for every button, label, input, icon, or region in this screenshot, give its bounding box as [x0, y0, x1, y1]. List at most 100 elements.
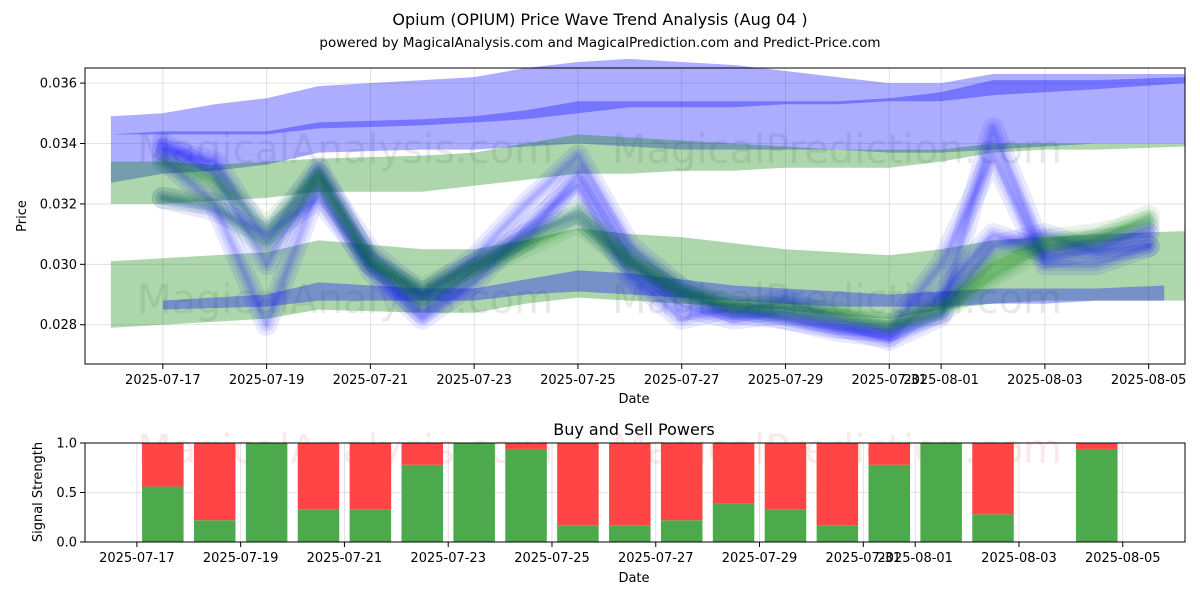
price-series-line-wave-5: [160, 159, 1151, 327]
price-x-tick-label: 2025-07-29: [748, 373, 824, 388]
buy-bar: [764, 509, 807, 542]
buy-bar: [1076, 448, 1118, 542]
price-x-tick-label: 2025-07-27: [644, 373, 720, 388]
price-x-ticks: 2025-07-17 2025-07-19 2025-07-21 2025-07-23…: [125, 364, 1186, 388]
price-y-tick-label: 0.032: [40, 197, 77, 212]
sell-bar: [297, 443, 340, 510]
signal-x-tick-label: 2025-08-01: [877, 551, 953, 566]
price-x-tick-label: 2025-07-17: [125, 373, 201, 388]
sell-bar: [1076, 443, 1118, 449]
price-series-line-wave-6: [155, 172, 1156, 332]
signal-x-tick-label: 2025-07-31: [826, 551, 902, 566]
price-series-line-wave-3: [160, 195, 1151, 333]
price-series-line-wave-4: [160, 141, 1151, 333]
price-series-line-wave-3: [155, 190, 1156, 338]
buy-bar: [660, 520, 703, 542]
price-plot-area: [85, 68, 1185, 364]
sell-bar: [712, 443, 755, 504]
price-series-line-wave-2: [158, 154, 1153, 341]
price-bands: [110, 58, 1185, 328]
price-band-lower-green: [110, 228, 1185, 328]
chart-subtitle: powered by MagicalAnalysis.com and Magic…: [319, 35, 880, 51]
price-y-tick-label: 0.034: [40, 137, 77, 152]
signal-y-tick-label: 0.5: [56, 486, 77, 501]
signal-y-tick-label: 0.0: [56, 536, 77, 551]
signal-x-tick-label: 2025-07-17: [99, 551, 175, 566]
buy-bar: [142, 486, 184, 542]
price-x-tick-label: 2025-07-23: [436, 373, 512, 388]
price-y-axis-label: Price: [15, 200, 30, 232]
signal-y-tick-label: 1.0: [56, 437, 77, 452]
buy-bar: [245, 443, 288, 542]
buy-bar: [297, 509, 340, 542]
sell-bar: [505, 443, 547, 449]
signal-y-ticks: 0.0 0.5 1.0: [56, 437, 85, 551]
sell-bar: [609, 443, 651, 526]
buy-bar: [609, 525, 651, 542]
price-watermark-left-lower: MagicalAnalysis.com: [137, 277, 553, 323]
signal-x-tick-label: 2025-07-19: [203, 551, 279, 566]
signal-x-tick-label: 2025-08-03: [981, 551, 1057, 566]
price-plot: MagicalAnalysis.com MagicalPrediction.co…: [15, 58, 1186, 407]
price-series-line-wave-5: [155, 154, 1156, 332]
sell-bar: [816, 443, 859, 526]
price-series-line-wave-4: [151, 132, 1160, 342]
price-series-line-wave-3: [158, 193, 1153, 335]
price-series-line-wave-4: [158, 139, 1153, 335]
signal-x-tick-label: 2025-07-23: [410, 551, 486, 566]
buy-bar: [453, 443, 495, 542]
signal-y-axis-label: Signal Strength: [31, 442, 46, 542]
buy-bar: [193, 520, 236, 542]
sell-bar: [349, 443, 392, 510]
price-band-upper-blue-dark: [110, 77, 1185, 183]
price-series-line-wave-1: [160, 126, 1151, 342]
signal-bars: [142, 443, 1118, 542]
price-y-tick-label: 0.036: [40, 77, 77, 92]
sell-bar: [764, 443, 807, 510]
buy-bar: [972, 514, 1014, 542]
sell-bar: [868, 443, 910, 465]
price-series-line-wave-1: [158, 124, 1153, 344]
price-series-line-wave-3: [151, 186, 1160, 342]
price-series-line-wave-2: [160, 156, 1151, 339]
buy-bar: [816, 525, 859, 542]
price-watermark-left: MagicalAnalysis.com: [137, 127, 553, 173]
price-series-line-wave-6: [158, 175, 1153, 329]
buy-bar: [505, 448, 547, 542]
signal-x-tick-label: 2025-07-27: [618, 551, 694, 566]
price-x-tick-label: 2025-08-03: [1007, 373, 1083, 388]
sell-bar: [557, 443, 599, 526]
buy-bar: [868, 464, 910, 542]
price-series-line-wave-6: [151, 168, 1160, 336]
buy-bar: [712, 503, 755, 542]
signal-plot: Buy and Sell Powers MagicalAnalysis.com …: [31, 420, 1186, 586]
signal-x-axis-label: Date: [618, 571, 649, 586]
price-plot-frame: [84, 67, 1186, 365]
price-series-line-wave-5: [158, 157, 1153, 329]
price-waves: [151, 117, 1160, 351]
signal-x-tick-label: 2025-07-25: [514, 551, 590, 566]
price-y-tick-label: 0.030: [40, 258, 77, 273]
price-x-tick-label: 2025-07-31: [851, 373, 927, 388]
buy-bar: [920, 443, 962, 542]
buy-bar: [401, 464, 444, 542]
signal-x-tick-label: 2025-07-29: [722, 551, 798, 566]
price-series-line-wave-1: [151, 117, 1160, 351]
signal-x-ticks: 2025-07-17 2025-07-19 2025-07-21 2025-07-23…: [99, 542, 1161, 566]
buy-bar: [349, 509, 392, 542]
sell-bar: [401, 443, 444, 465]
price-series-line-wave-4: [155, 136, 1156, 338]
price-series-line-wave-2: [155, 151, 1156, 344]
price-band-lower-blue: [162, 270, 1165, 310]
price-x-tick-label: 2025-08-05: [1111, 373, 1187, 388]
price-x-tick-label: 2025-07-25: [540, 373, 616, 388]
price-x-tick-label: 2025-08-01: [903, 373, 979, 388]
price-gridlines: [85, 68, 1185, 364]
sell-bar: [660, 443, 703, 521]
price-series-line-wave-1: [155, 121, 1156, 347]
price-watermark-right-lower: MagicalPrediction.com: [612, 277, 1062, 323]
price-x-tick-label: 2025-07-19: [229, 373, 305, 388]
price-band-upper-green: [110, 134, 1185, 204]
signal-title: Buy and Sell Powers: [553, 420, 715, 439]
